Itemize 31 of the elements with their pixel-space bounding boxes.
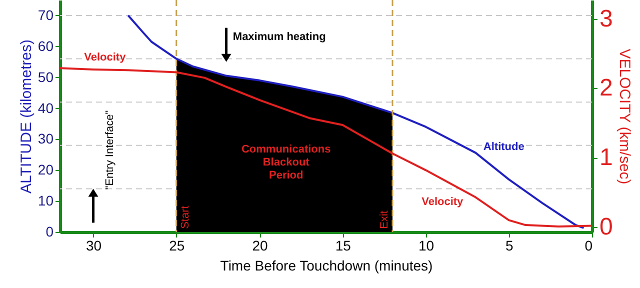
- y-tick-label: 50: [38, 68, 54, 85]
- y2-tick-label: 3: [600, 5, 613, 32]
- ref-line-label: Start: [179, 206, 192, 229]
- annotation: "Entry Interface": [104, 110, 116, 190]
- annotation: Altitude: [483, 140, 524, 153]
- y-tick-label: 20: [38, 162, 54, 178]
- y2-tick-label: 2: [600, 74, 613, 102]
- x-axis-title: Time Before Touchdown (minutes): [220, 258, 433, 274]
- y-tick-label: 60: [38, 38, 54, 54]
- y2-tick-label: 1: [600, 144, 613, 172]
- x-tick-label: 0: [584, 238, 593, 254]
- x-tick-label: 10: [418, 238, 434, 254]
- annotation: Maximum heating: [232, 31, 326, 44]
- annotation: Velocity: [84, 52, 127, 64]
- x-tick-label: 25: [169, 238, 185, 254]
- y-tick-label: 10: [38, 192, 54, 209]
- annotation: Communications Blackout Period: [241, 144, 331, 182]
- x-tick-label: 5: [505, 238, 514, 254]
- line-series: [127, 14, 585, 229]
- x-tick-label: 15: [335, 238, 352, 254]
- ref-line-label: Exit: [378, 210, 390, 229]
- line-series: [59, 67, 593, 228]
- x-tick-label: 20: [252, 238, 268, 254]
- y-tick-label: 0: [46, 224, 54, 240]
- y-axis-title: ALTITUDE (kilometres): [18, 40, 35, 194]
- annotation: Velocity: [422, 196, 464, 208]
- y-tick-label: 30: [38, 130, 54, 147]
- y-tick-label: 70: [38, 6, 54, 23]
- x-tick-label: 30: [86, 238, 102, 254]
- y2-axis-title: VELOCITY (km/sec): [616, 48, 633, 184]
- y-tick-label: 40: [38, 100, 54, 116]
